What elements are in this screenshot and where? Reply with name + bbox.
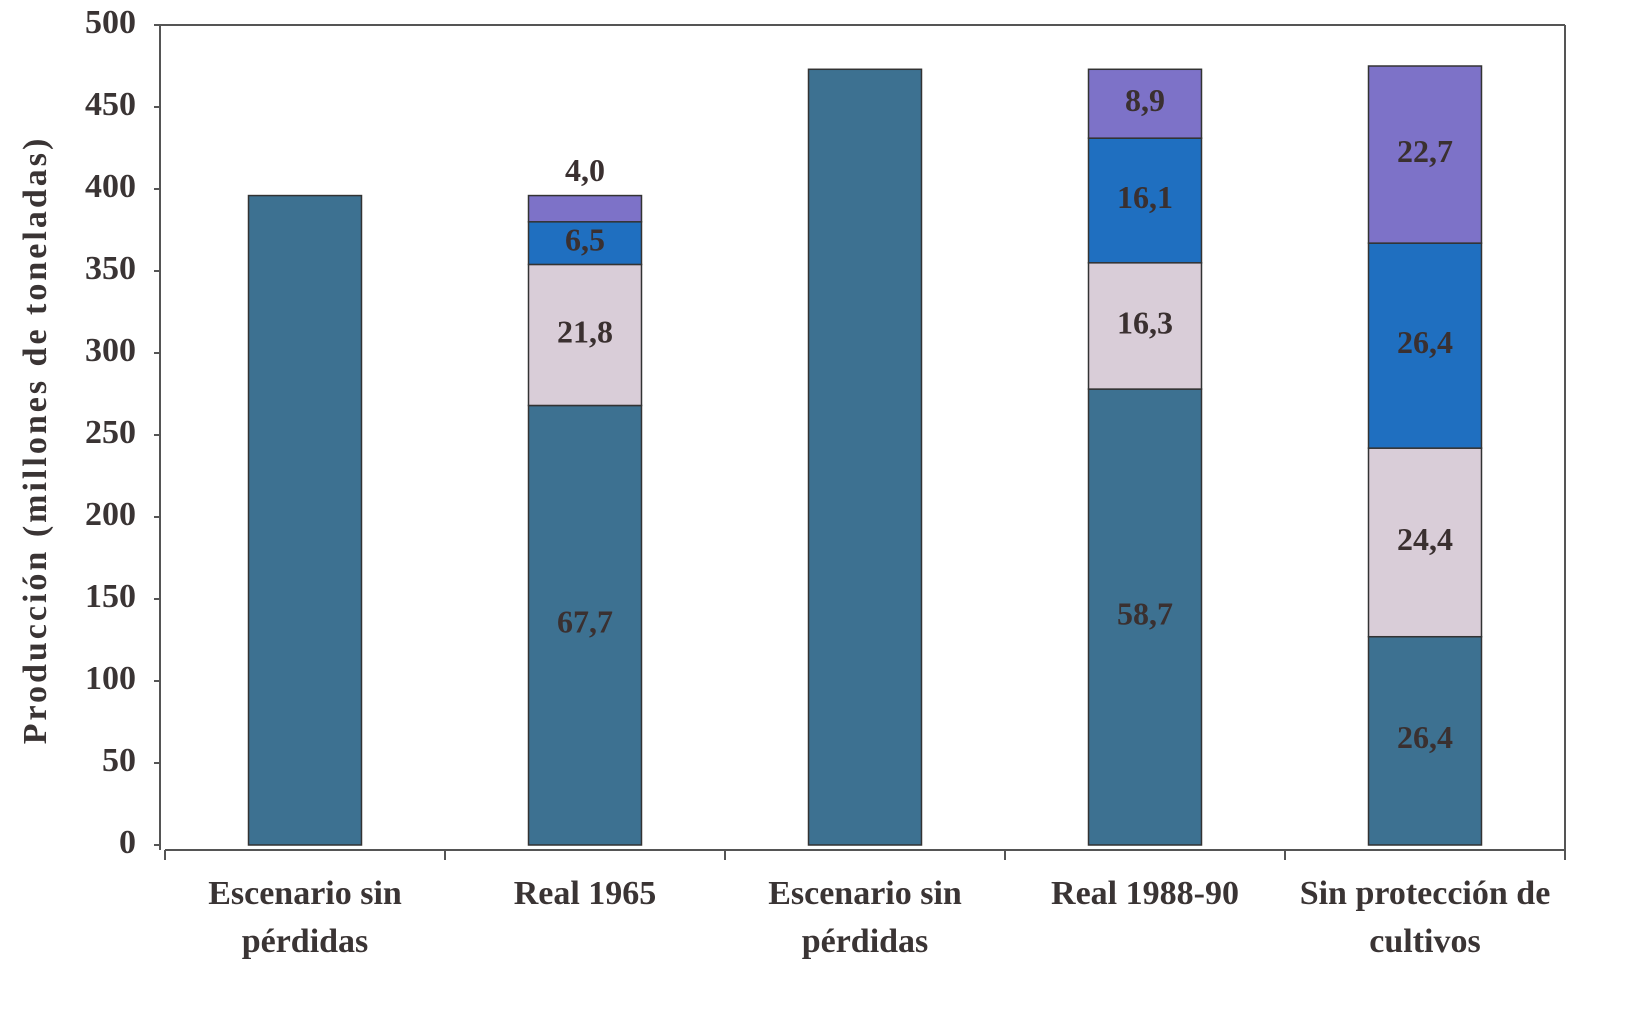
y-tick-label: 500	[85, 4, 136, 41]
segment-label: 26,4	[1397, 324, 1453, 360]
y-tick-label: 350	[85, 250, 136, 287]
bar-segment	[527, 194, 643, 223]
segment-label: 6,5	[565, 221, 605, 257]
y-tick-label: 200	[85, 496, 136, 533]
y-tick-label: 50	[102, 742, 136, 779]
y-tick-label: 0	[119, 824, 136, 861]
x-tick-label: Escenario sin pérdidas	[208, 875, 402, 960]
bar-segment	[1087, 68, 1203, 139]
y-tick-label: 250	[85, 414, 136, 451]
y-tick-label: 450	[85, 86, 136, 123]
segment-label: 67,7	[557, 604, 613, 640]
bar-segment	[527, 263, 643, 407]
bar-segment	[807, 68, 923, 846]
y-tick-label: 150	[85, 578, 136, 615]
bar-segment	[1087, 137, 1203, 264]
y-tick-label: 400	[85, 168, 136, 205]
bar-segment	[527, 404, 643, 846]
x-tick-label: Real 1965	[513, 875, 657, 912]
segment-label: 26,4	[1397, 719, 1453, 755]
bar-segment	[1367, 447, 1483, 638]
segment-label: 22,7	[1397, 133, 1453, 169]
y-axis-title: Producción (millones de toneladas)	[17, 136, 54, 745]
y-tick-label: 300	[85, 332, 136, 369]
segment-label: 4,0	[565, 152, 605, 188]
bar-segment	[1087, 262, 1203, 390]
bar-segment	[1367, 242, 1483, 449]
segment-label: 58,7	[1117, 595, 1173, 631]
x-tick-label: Real 1988-90	[1051, 875, 1239, 912]
segment-label: 24,4	[1397, 521, 1453, 557]
bar-segment	[1367, 635, 1483, 846]
segment-label: 21,8	[557, 313, 613, 349]
bar-segment	[247, 194, 363, 846]
segment-label: 8,9	[1125, 82, 1165, 118]
bar-segment	[1367, 65, 1483, 244]
segment-label: 16,3	[1117, 304, 1173, 340]
x-tick-label: Sin protección de cultivos	[1299, 875, 1551, 960]
x-tick-label: Escenario sin pérdidas	[768, 875, 962, 960]
y-tick-label: 100	[85, 660, 136, 697]
segment-label: 16,1	[1117, 179, 1173, 215]
